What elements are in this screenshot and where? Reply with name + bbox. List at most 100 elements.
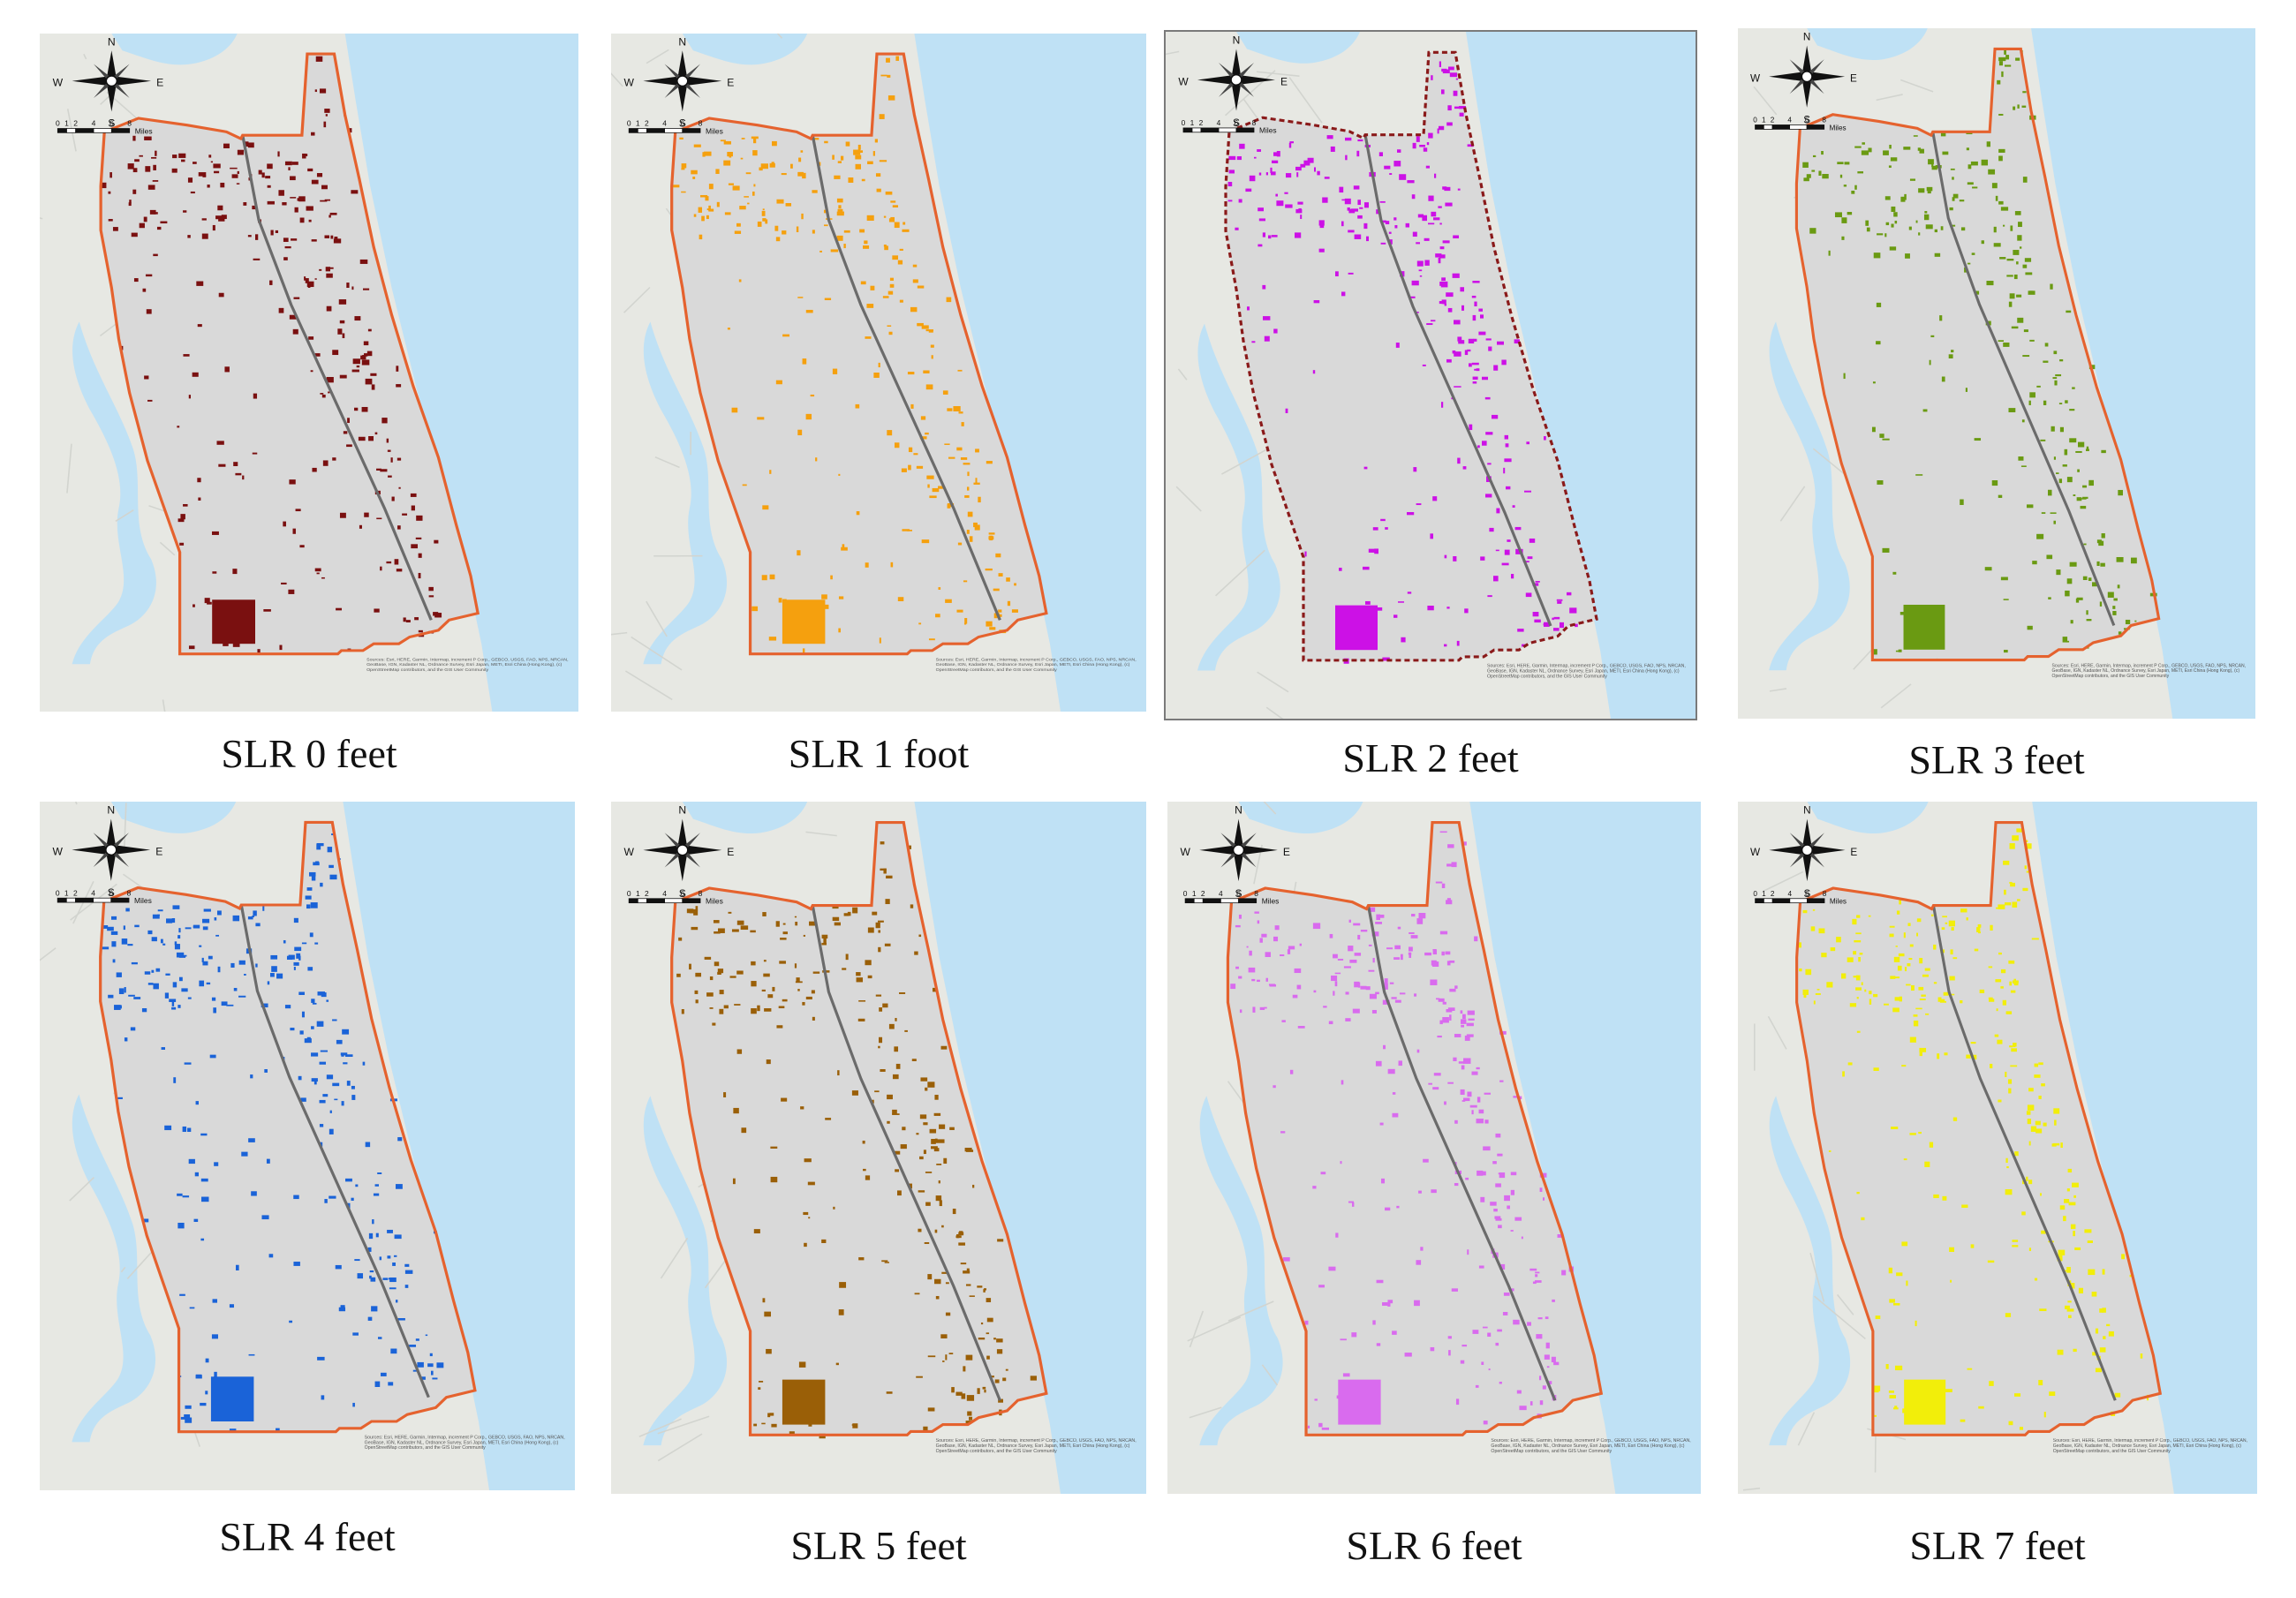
inundation-patch	[214, 170, 220, 174]
inundation-patch	[346, 283, 350, 288]
inundation-patch	[886, 57, 890, 63]
inundation-patch	[250, 1074, 253, 1079]
inundation-patch	[346, 444, 352, 448]
inundation-patch	[388, 475, 392, 478]
inundation-patch	[2029, 290, 2033, 293]
inundation-patch	[796, 977, 800, 983]
inundation-patch	[1357, 215, 1363, 219]
inundation-patch	[2034, 1074, 2041, 1078]
inundation-patch	[368, 436, 374, 441]
inundation-patch	[986, 1317, 993, 1323]
inundation-patch	[1915, 1320, 1917, 1327]
inundation-patch	[1437, 128, 1439, 134]
inundation-patch	[769, 470, 772, 474]
inundation-patch	[1418, 269, 1423, 272]
inundation-map: N S E W 0 1 2 4 6 8 Miles Sources: Esri, HERE, Garm…	[1738, 802, 2257, 1494]
compass-label-east: E	[155, 846, 162, 858]
inundation-patch	[351, 1197, 354, 1202]
inundation-patch	[193, 924, 200, 929]
inundation-patch	[838, 596, 844, 599]
inundation-patch	[232, 643, 240, 647]
inundation-patch	[2005, 902, 2012, 906]
inundation-patch	[1943, 991, 1949, 996]
inundation-patch	[996, 1349, 1003, 1354]
inundation-patch	[789, 1431, 795, 1436]
inundation-patch	[127, 944, 133, 946]
basemap-road	[1797, 1412, 1816, 1446]
inundation-patch	[1890, 976, 1896, 979]
inundation-patch	[894, 1046, 899, 1052]
inundation-patch	[914, 1293, 920, 1295]
inundation-patch	[2066, 1308, 2074, 1312]
river	[1769, 321, 1850, 671]
inundation-patch	[1986, 141, 1990, 147]
inundation-patch	[277, 151, 280, 157]
inundation-patch	[1254, 911, 1259, 914]
inundation-patch	[2031, 938, 2039, 940]
inundation-patch	[1471, 1071, 1478, 1075]
inundation-patch	[843, 244, 846, 249]
inundation-patch	[797, 429, 803, 436]
inundation-patch	[709, 1007, 714, 1009]
inundation-patch	[2052, 377, 2058, 380]
inundation-patch	[351, 369, 359, 373]
basemap-road	[1779, 486, 1806, 522]
inundation-patch	[753, 1229, 760, 1234]
inundation-patch	[706, 992, 714, 997]
compass-label-east: E	[1283, 846, 1290, 858]
inundation-patch	[1497, 1153, 1503, 1157]
inundation-patch	[1950, 168, 1955, 170]
inundation-patch	[1517, 629, 1524, 632]
inundation-patch	[840, 155, 844, 161]
inundation-patch	[347, 418, 350, 424]
inundation-patch	[1364, 202, 1369, 208]
inundation-patch	[351, 1095, 356, 1100]
inundation-patch	[941, 1271, 948, 1274]
inundation-patch	[867, 161, 873, 165]
inundation-patch	[762, 505, 769, 510]
inundation-patch	[1419, 275, 1423, 277]
inundation-patch	[171, 918, 176, 923]
inundation-patch	[1416, 260, 1424, 267]
inundation-patch	[1288, 946, 1295, 950]
inundation-patch	[1495, 1133, 1501, 1138]
inundation-patch	[201, 233, 208, 239]
inundation-areas	[1230, 831, 1575, 1430]
inundation-patch	[1319, 222, 1325, 229]
inundation-patch	[1271, 235, 1278, 237]
inundation-patch	[354, 407, 359, 411]
inundation-patch	[1913, 1020, 1919, 1027]
inundation-patch	[346, 1081, 351, 1086]
inundation-patch	[928, 330, 933, 333]
inundation-patch	[916, 465, 924, 469]
inundation-patch	[1399, 174, 1407, 180]
inundation-patch	[1924, 211, 1928, 214]
inundation-patch	[1230, 984, 1236, 990]
inundation-patch	[1344, 198, 1351, 205]
inundation-patch	[1996, 1008, 1998, 1012]
inundation-patch	[1906, 984, 1911, 986]
inundation-patch	[1369, 993, 1377, 999]
inundation-patch	[1904, 967, 1907, 972]
inundation-patch	[864, 240, 868, 245]
inundation-patch	[1297, 201, 1303, 205]
inundation-patch	[1368, 944, 1372, 946]
inundation-patch	[306, 904, 311, 909]
inundation-patch	[1451, 862, 1457, 868]
inundation-patch	[902, 229, 910, 232]
compass-label-west: W	[1750, 73, 1761, 85]
inundation-patch	[369, 1275, 372, 1279]
scale-tick-label: 0	[627, 889, 631, 898]
river	[643, 321, 728, 665]
inundation-patch	[1828, 1150, 1832, 1152]
inundation-patch	[1304, 1320, 1309, 1325]
inundation-patch	[1923, 214, 1930, 221]
inundation-patch	[1257, 149, 1261, 152]
scale-tick-label: 4	[92, 119, 96, 128]
inundation-patch	[1385, 221, 1390, 225]
inundation-patch	[931, 1139, 936, 1144]
inundation-patch	[304, 154, 308, 157]
